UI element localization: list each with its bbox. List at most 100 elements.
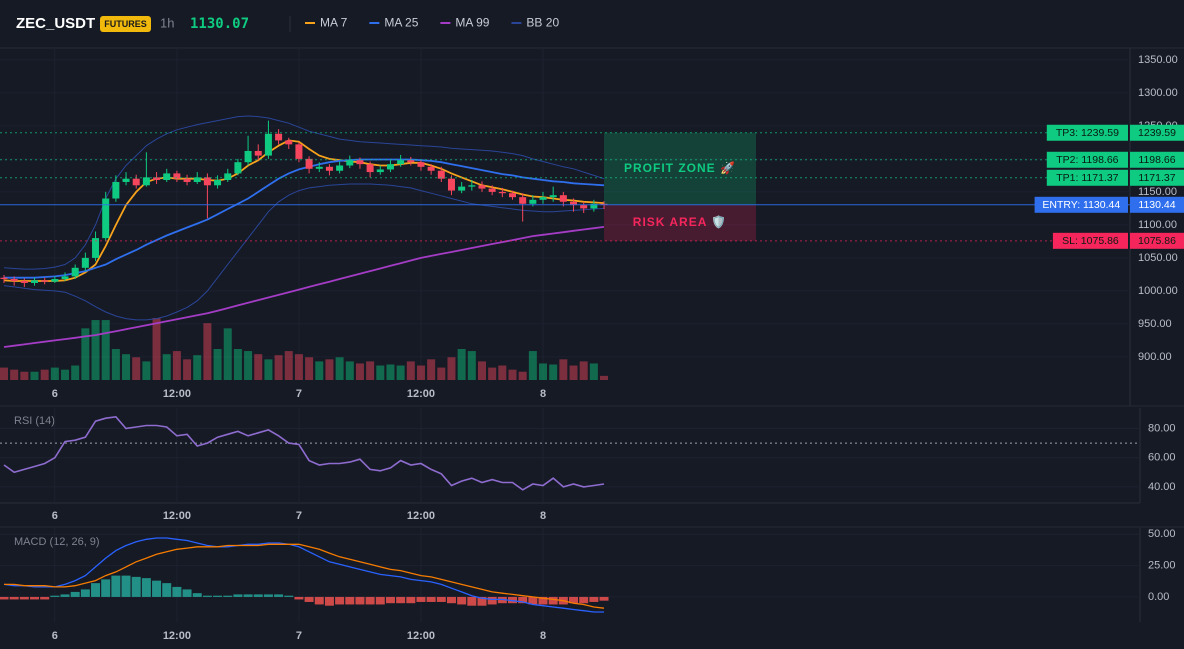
volume-bar (122, 354, 131, 380)
zone (604, 204, 756, 241)
volume-bar (183, 359, 192, 380)
y-tick-label: 1300.00 (1138, 87, 1178, 99)
candle-body (325, 166, 333, 171)
price-tag (1130, 151, 1184, 168)
volume-bar (30, 371, 39, 380)
histogram-bar (274, 594, 284, 597)
histogram-bar (528, 596, 538, 605)
volume-bar (71, 365, 80, 380)
volume-bar (539, 363, 548, 380)
legend-label: MA 99 (455, 16, 489, 30)
candle-body (41, 280, 49, 282)
volume-bar (376, 365, 385, 380)
histogram-bar (223, 595, 233, 597)
x-tick-label: 7 (296, 388, 302, 400)
candle-body (31, 280, 39, 283)
candle-body (458, 186, 466, 191)
histogram-bar (599, 596, 609, 601)
price-tag (1130, 124, 1184, 141)
histogram-bar (375, 596, 385, 605)
candle-body (10, 279, 18, 281)
x-tick-label: 8 (540, 388, 546, 400)
candle-body (590, 203, 598, 209)
y-tick-label: 25.00 (1148, 560, 1176, 572)
macd-title: MACD (12, 26, 9) (14, 536, 100, 548)
zone-label: RISK AREA 🛡️ (633, 215, 727, 229)
legend-label: BB 20 (526, 16, 559, 30)
volume-bar (142, 361, 151, 380)
candle-body (224, 173, 232, 181)
y-tick-label: 1350.00 (1138, 54, 1178, 66)
volume-bar (254, 354, 263, 380)
volume-bar (0, 367, 8, 380)
price-tag-label: 1171.37 (1138, 172, 1175, 184)
y-tick-label: 50.00 (1148, 528, 1176, 540)
histogram-bar (233, 594, 243, 597)
volume-bar (406, 361, 415, 380)
level-label: TP2: 1198.66 (1056, 154, 1118, 166)
interval: 1h (160, 15, 174, 30)
level-label: SL: 1075.86 (1062, 235, 1119, 247)
candle-body (386, 164, 394, 170)
volume-bar (152, 318, 161, 380)
volume-bar (315, 361, 324, 380)
volume-bar (447, 357, 456, 380)
volume-bar (50, 367, 59, 380)
volume-bar (396, 365, 405, 380)
candle-body (580, 205, 588, 209)
volume-bar (437, 367, 446, 380)
price-tag-label: 1239.59 (1138, 127, 1176, 139)
candle-body (163, 173, 171, 181)
candle-body (142, 177, 150, 186)
x-tick-label: 12:00 (407, 388, 435, 400)
histogram-bar (314, 596, 324, 605)
histogram-bar (162, 583, 172, 597)
candle-body (356, 160, 364, 165)
candle-body (509, 193, 516, 198)
y-tick-label: 950.00 (1138, 318, 1172, 330)
histogram-bar (172, 586, 182, 597)
volume-bar (20, 371, 29, 380)
x-tick-label: 8 (540, 630, 546, 642)
volume-bar (274, 355, 283, 380)
histogram-bar (141, 578, 151, 597)
x-tick-label: 12:00 (407, 630, 435, 642)
x-tick-label: 12:00 (163, 630, 191, 642)
histogram-bar (518, 596, 528, 604)
volume-bar (81, 328, 90, 380)
histogram-bar (213, 595, 223, 597)
symbol: ZEC_USDT (16, 15, 95, 32)
histogram-bar (263, 594, 273, 597)
level-tag (1034, 196, 1128, 213)
volume-bar (10, 369, 19, 380)
volume-bar (427, 359, 436, 380)
candle-body (305, 158, 313, 169)
zone (604, 132, 756, 205)
x-tick-label: 6 (52, 388, 58, 400)
y-tick-label: 80.00 (1148, 422, 1176, 434)
histogram-bar (324, 596, 334, 606)
candle-body (498, 191, 506, 194)
volume-bar (111, 349, 120, 380)
volume-bar (488, 367, 497, 380)
candle-body (122, 178, 130, 182)
candle-body (570, 201, 578, 206)
histogram-bar (335, 596, 345, 605)
bb-lower (3, 183, 605, 321)
candle-body (519, 197, 527, 204)
candle-body (447, 178, 455, 191)
volume-bar (549, 364, 558, 380)
candle-body (132, 178, 140, 186)
level-tag (1046, 124, 1128, 141)
x-tick-label: 7 (296, 510, 302, 522)
candle-body (71, 267, 79, 277)
volume-bar (559, 359, 568, 380)
candle-body (51, 279, 59, 282)
histogram-bar (426, 596, 436, 602)
candle-body (539, 197, 547, 200)
histogram-bar (416, 596, 426, 602)
candle-body (346, 160, 354, 166)
price-tag (1130, 232, 1184, 249)
signal-line (4, 543, 605, 609)
histogram-bar (477, 596, 487, 606)
